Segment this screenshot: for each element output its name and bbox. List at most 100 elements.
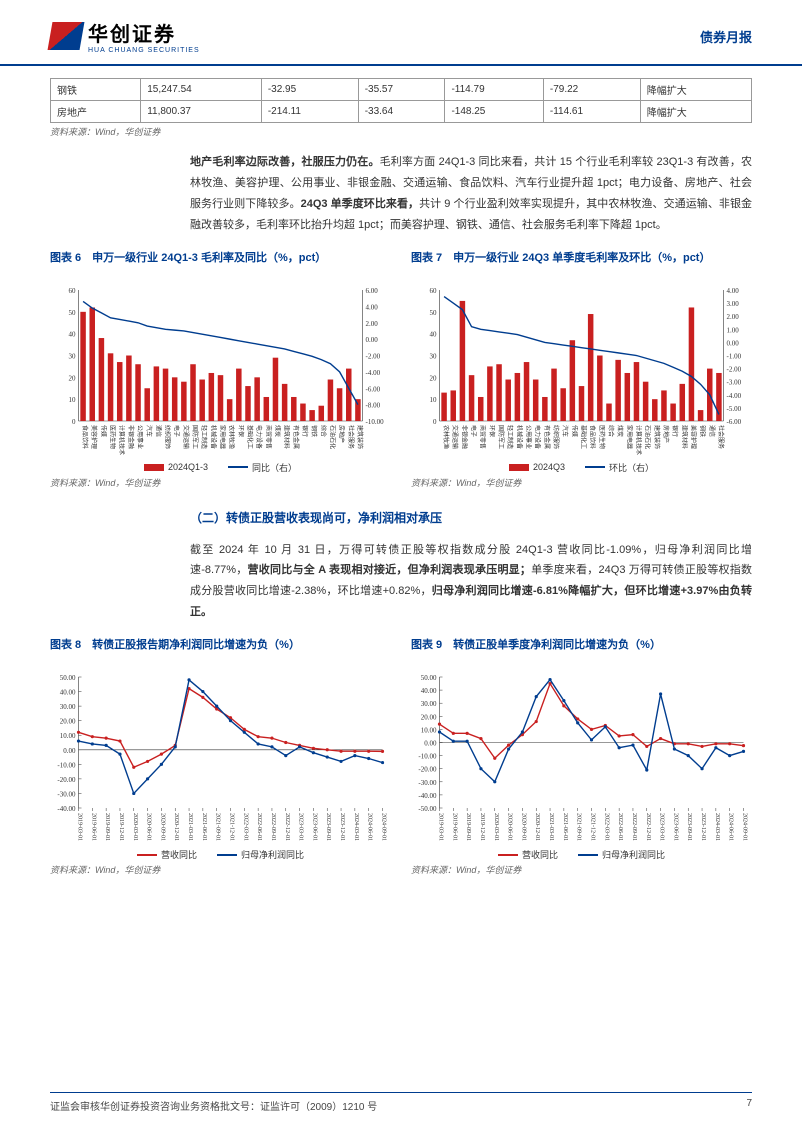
chart-7-col: 图表 7 申万一级行业 24Q3 单季度毛利率及环比（%，pct） 010203… (411, 250, 752, 489)
legend-line1-9: 营收同比 (498, 848, 558, 861)
svg-text:2022-09-01: 2022-09-01 (270, 813, 276, 841)
logo-cn: 华创证券 (88, 18, 200, 47)
svg-text:0.00: 0.00 (424, 740, 437, 748)
svg-text:30.00: 30.00 (421, 700, 437, 708)
svg-text:2023-03-01: 2023-03-01 (298, 813, 304, 841)
svg-text:农林牧渔: 农林牧渔 (442, 425, 450, 449)
svg-text:-40.00: -40.00 (418, 792, 437, 800)
svg-text:非银金融: 非银金融 (460, 425, 468, 449)
svg-text:医药生物: 医药生物 (109, 425, 117, 449)
svg-text:2020-03-01: 2020-03-01 (493, 813, 499, 841)
svg-text:20.00: 20.00 (60, 718, 76, 726)
svg-text:2019-12-01: 2019-12-01 (479, 813, 485, 841)
legend-bar-6: 2024Q1-3 (144, 461, 208, 474)
chart-7: 0102030405060-6.00-5.00-4.00-3.00-2.00-1… (411, 284, 752, 459)
svg-text:2023-09-01: 2023-09-01 (686, 813, 692, 841)
legend-bar-swatch (509, 464, 529, 471)
svg-text:社会服务: 社会服务 (347, 425, 355, 449)
svg-text:公用事业: 公用事业 (136, 425, 144, 449)
svg-text:建筑装饰: 建筑装饰 (356, 425, 364, 449)
svg-text:汽车: 汽车 (561, 425, 569, 437)
legend-line-label: 同比（右） (252, 461, 297, 474)
svg-text:2019-06-01: 2019-06-01 (451, 813, 457, 841)
svg-text:1.00: 1.00 (727, 326, 740, 334)
svg-text:2020-12-01: 2020-12-01 (173, 813, 179, 841)
svg-text:钢铁: 钢铁 (699, 425, 707, 437)
svg-text:基础化工: 基础化工 (580, 425, 588, 449)
svg-text:2021-12-01: 2021-12-01 (590, 813, 596, 841)
svg-text:2022-09-01: 2022-09-01 (631, 813, 637, 841)
chart-8-title: 图表 8 转债正股报告期净利润同比增速为负（%） (50, 637, 391, 671)
svg-text:10: 10 (69, 396, 77, 404)
svg-text:-50.00: -50.00 (418, 805, 437, 813)
legend-line-swatch (585, 466, 605, 468)
svg-text:食品饮料: 食品饮料 (589, 425, 597, 449)
table-cell: 钢铁 (51, 79, 141, 101)
svg-text:30.00: 30.00 (60, 703, 76, 711)
svg-text:2020-12-01: 2020-12-01 (534, 813, 540, 841)
svg-text:2023-09-01: 2023-09-01 (325, 813, 331, 841)
svg-text:2020-09-01: 2020-09-01 (159, 813, 165, 841)
svg-text:2023-12-01: 2023-12-01 (700, 813, 706, 841)
table-cell: 降幅扩大 (640, 101, 751, 123)
legend-label: 营收同比 (522, 848, 558, 861)
logo: 华创证券 HUA CHUANG SECURITIES (50, 18, 200, 54)
svg-text:20: 20 (69, 374, 77, 382)
svg-text:0: 0 (433, 418, 437, 426)
svg-text:计算机技术: 计算机技术 (118, 425, 126, 455)
svg-text:医药生物: 医药生物 (598, 425, 606, 449)
svg-text:40.00: 40.00 (60, 689, 76, 697)
svg-text:2024-06-01: 2024-06-01 (367, 813, 373, 841)
chart-8-source: 资料来源：Wind，华创证券 (50, 863, 391, 876)
para1-bold2: 24Q3 单季度环比来看， (301, 198, 419, 210)
svg-text:2021-09-01: 2021-09-01 (215, 813, 221, 841)
chart-9: -50.00-40.00-30.00-20.00-10.000.0010.002… (411, 671, 752, 846)
svg-text:30: 30 (69, 352, 77, 360)
svg-text:石油石化: 石油石化 (644, 425, 652, 449)
chart-9-legend: 营收同比 归母净利润同比 (411, 848, 752, 861)
svg-text:综合: 综合 (607, 425, 615, 437)
svg-text:-10.00: -10.00 (57, 761, 76, 769)
doc-type: 债券月报 (700, 27, 752, 46)
table-cell: 房地产 (51, 101, 141, 123)
chart-8-legend: 营收同比 归母净利润同比 (50, 848, 391, 861)
svg-text:2024-09-01: 2024-09-01 (381, 813, 387, 841)
legend-swatch (578, 854, 598, 856)
charts-row-67: 图表 6 申万一级行业 24Q1-3 毛利率及同比（%，pct） 0102030… (50, 250, 752, 489)
svg-text:建筑材料: 建筑材料 (680, 425, 688, 449)
svg-text:2021-09-01: 2021-09-01 (576, 813, 582, 841)
table-cell: 15,247.54 (141, 79, 262, 101)
svg-text:2020-03-01: 2020-03-01 (132, 813, 138, 841)
svg-text:房地产: 房地产 (338, 425, 346, 443)
legend-line-6: 同比（右） (228, 461, 297, 474)
svg-text:6.00: 6.00 (366, 287, 379, 295)
chart-7-legend: 2024Q3 环比（右） (411, 461, 752, 474)
svg-text:-6.00: -6.00 (366, 385, 381, 393)
chart-7-source: 资料来源：Wind，华创证券 (411, 476, 752, 489)
svg-text:纺织服饰: 纺织服饰 (164, 425, 172, 449)
svg-text:2024-09-01: 2024-09-01 (742, 813, 748, 841)
svg-text:2020-06-01: 2020-06-01 (507, 813, 513, 841)
chart-9-title: 图表 9 转债正股单季度净利润同比增速为负（%） (411, 637, 752, 671)
svg-text:4.00: 4.00 (366, 303, 379, 311)
chart-6-col: 图表 6 申万一级行业 24Q1-3 毛利率及同比（%，pct） 0102030… (50, 250, 391, 489)
svg-text:有色金属: 有色金属 (292, 425, 300, 449)
svg-text:2024-03-01: 2024-03-01 (353, 813, 359, 841)
svg-text:2023-06-01: 2023-06-01 (672, 813, 678, 841)
svg-text:石油石化: 石油石化 (328, 425, 336, 449)
svg-text:煤炭: 煤炭 (273, 425, 281, 437)
svg-text:-30.00: -30.00 (57, 791, 76, 799)
svg-text:4.00: 4.00 (727, 287, 740, 295)
legend-bar-label: 2024Q1-3 (168, 462, 208, 472)
svg-text:-8.00: -8.00 (366, 401, 381, 409)
svg-text:家用电器: 家用电器 (219, 425, 227, 449)
logo-icon (48, 22, 85, 50)
table-cell: 降幅扩大 (640, 79, 751, 101)
svg-text:2023-12-01: 2023-12-01 (339, 813, 345, 841)
page-number: 7 (746, 1098, 752, 1113)
svg-text:2019-09-01: 2019-09-01 (104, 813, 110, 841)
section-2-head: （二）转债正股营收表现尚可，净利润相对承压 (50, 509, 752, 526)
svg-text:-6.00: -6.00 (727, 418, 742, 426)
svg-text:2024-06-01: 2024-06-01 (728, 813, 734, 841)
svg-text:电力设备: 电力设备 (255, 425, 263, 449)
